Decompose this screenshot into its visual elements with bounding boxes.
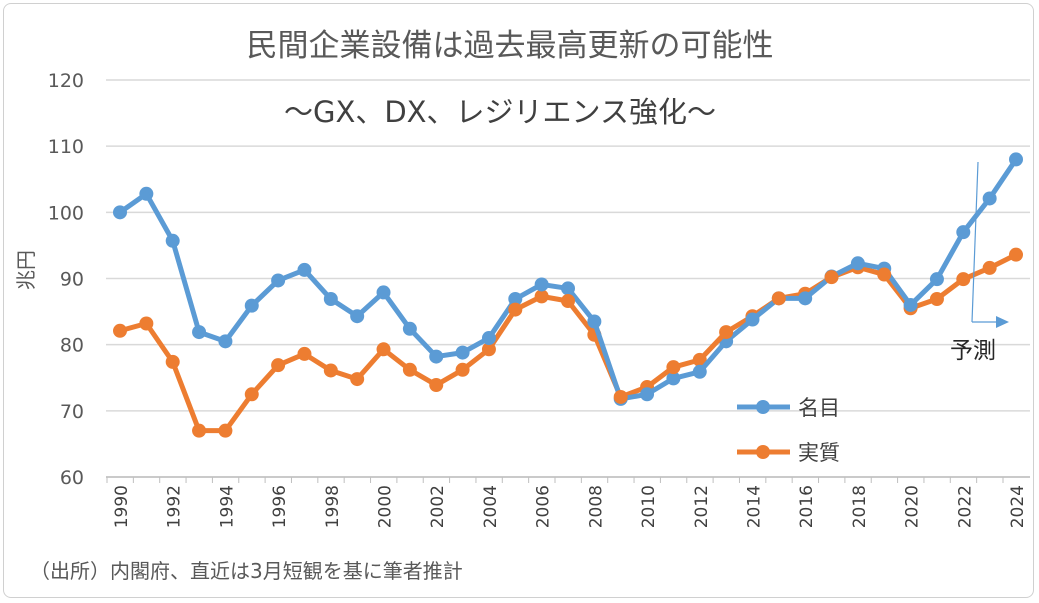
data-point — [113, 205, 127, 220]
data-point — [376, 285, 391, 300]
data-point — [429, 378, 444, 393]
y-axis-label: 兆円 — [14, 250, 38, 290]
x-tick-label: 2002 — [428, 485, 448, 528]
data-point — [561, 293, 575, 308]
data-point — [402, 362, 417, 377]
data-point — [929, 292, 944, 307]
data-point — [376, 342, 391, 357]
data-point — [429, 349, 444, 364]
data-point — [350, 372, 365, 387]
data-point — [271, 273, 286, 288]
x-tick-label: 2018 — [850, 485, 870, 528]
data-point — [956, 225, 971, 240]
data-point — [798, 291, 813, 306]
x-tick-label: 2016 — [797, 485, 817, 528]
data-point — [877, 267, 892, 282]
data-point — [481, 331, 496, 346]
x-tick-label: 2010 — [639, 485, 659, 528]
data-point — [692, 364, 707, 379]
x-tick-label: 2008 — [586, 485, 606, 528]
series-line-nominal — [118, 158, 1019, 402]
data-point — [824, 270, 839, 285]
data-point — [271, 358, 286, 373]
data-point — [534, 289, 549, 304]
x-tick-label: 1996 — [270, 485, 290, 528]
data-point — [534, 277, 549, 292]
data-point — [956, 272, 971, 287]
data-point — [481, 342, 496, 357]
data-point — [613, 389, 628, 404]
data-point — [692, 352, 707, 367]
chart-subtitle: 〜GX、DX、レジリエンス強化〜 — [284, 95, 716, 129]
y-tick-label: 100 — [48, 202, 84, 224]
x-tick-label: 2006 — [534, 485, 554, 528]
x-tick-label: 2022 — [955, 485, 975, 528]
y-tick-label: 80 — [60, 335, 84, 357]
data-point — [455, 362, 470, 377]
data-point — [192, 423, 207, 438]
y-tick-label: 120 — [48, 70, 84, 92]
x-tick-label: 1990 — [112, 485, 132, 528]
x-tick-label: 2012 — [692, 485, 712, 528]
data-point — [850, 256, 865, 271]
data-point — [113, 323, 127, 338]
x-tick-label: 2024 — [1008, 485, 1028, 528]
data-point — [587, 314, 602, 329]
data-point — [218, 334, 233, 349]
forecast-arrowhead — [996, 316, 1009, 328]
x-tick-label: 1994 — [217, 485, 237, 528]
legend-swatch-marker — [756, 445, 770, 459]
data-point — [1009, 247, 1023, 262]
source-note: （出所）内閣府、直近は3月短観を基に筆者推計 — [30, 559, 463, 583]
chart-title: 民間企業設備は過去最高更新の可能性 — [247, 28, 774, 64]
data-point — [666, 360, 681, 375]
chart-frame — [3, 3, 1034, 598]
data-point — [508, 302, 523, 317]
data-point — [218, 423, 233, 438]
data-point — [323, 363, 338, 378]
y-tick-label: 70 — [60, 401, 84, 423]
x-tick-label: 1992 — [165, 485, 185, 528]
data-point — [771, 291, 786, 306]
x-tick-label: 2000 — [376, 485, 396, 528]
data-point — [640, 387, 655, 402]
data-point — [323, 292, 338, 307]
forecast-line — [971, 161, 979, 323]
data-point — [165, 354, 180, 369]
y-tick-label: 90 — [60, 269, 84, 291]
data-point — [165, 233, 180, 248]
legend-label: 実質 — [798, 441, 840, 465]
y-tick-label: 110 — [48, 136, 84, 158]
data-point — [244, 387, 259, 402]
x-tick-label: 2020 — [903, 485, 923, 528]
data-point — [297, 346, 312, 361]
x-tick-label: 2004 — [481, 485, 501, 528]
legend-label: 名目 — [798, 396, 840, 420]
x-tick-label: 1998 — [323, 485, 343, 528]
y-tick-label: 60 — [60, 467, 84, 489]
forecast-label: 予測 — [950, 338, 996, 364]
x-tick-label: 2014 — [744, 485, 764, 528]
data-point — [139, 316, 154, 331]
data-point — [745, 312, 760, 327]
series-line-real — [119, 252, 1018, 434]
data-point — [982, 260, 997, 275]
data-point — [903, 297, 918, 312]
legend-swatch-marker — [756, 400, 770, 414]
data-point — [1009, 152, 1023, 167]
data-point — [719, 325, 734, 340]
